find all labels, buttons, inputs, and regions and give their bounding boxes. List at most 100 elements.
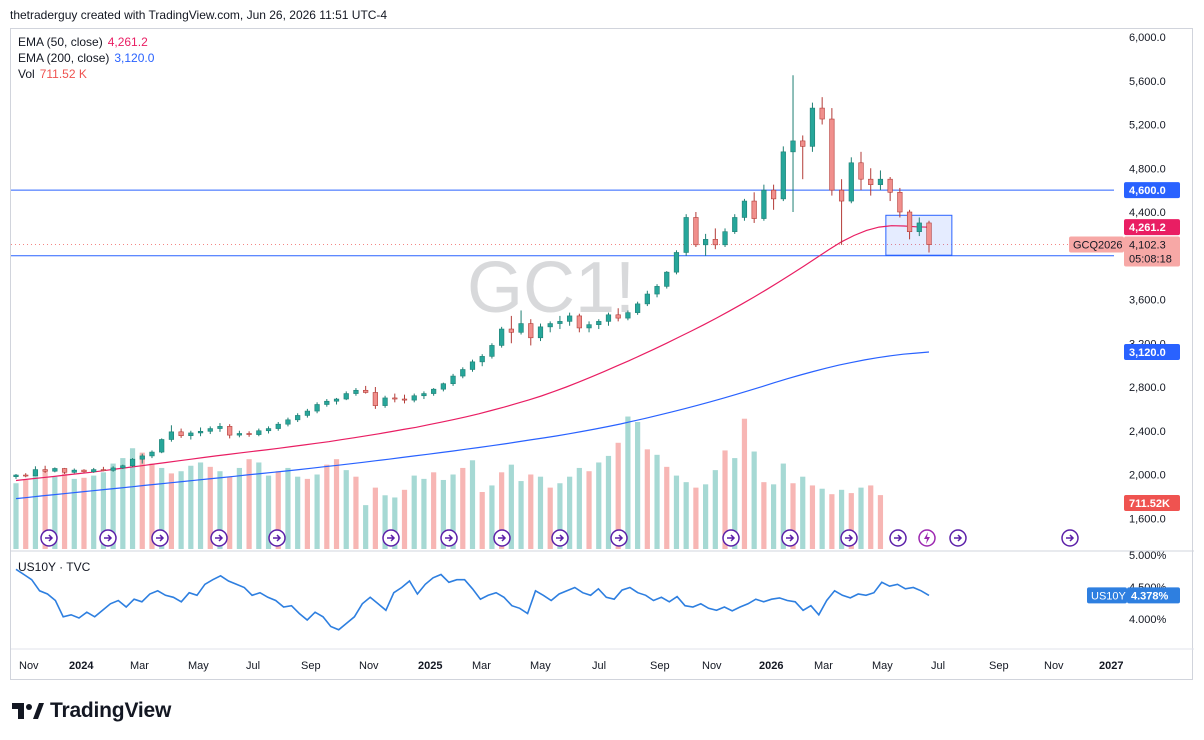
time-tick-label: 2024 xyxy=(69,660,94,672)
candle-body xyxy=(101,470,106,471)
time-tick-label: Nov xyxy=(19,660,39,672)
candle-body xyxy=(907,212,912,232)
chart-canvas[interactable]: GC1!6,000.05,600.05,200.04,800.04,400.04… xyxy=(11,29,1194,681)
candle-body xyxy=(72,470,77,472)
legend-ema50-name: EMA (50, close) xyxy=(18,35,103,49)
candle-body xyxy=(655,286,660,294)
time-tick-label: 2026 xyxy=(759,660,783,672)
candle-body xyxy=(791,141,796,152)
volume-bar xyxy=(586,471,591,549)
candle-body xyxy=(538,327,543,338)
legend-ema50[interactable]: EMA (50, close) 4,261.2 xyxy=(18,35,148,49)
candle-body xyxy=(431,389,436,393)
volume-bar xyxy=(324,465,329,549)
tradingview-brand: TradingView xyxy=(50,699,171,723)
candle-body xyxy=(664,272,669,286)
candle-body xyxy=(43,470,48,472)
legend-volume-name: Vol xyxy=(18,67,35,81)
candle-body xyxy=(460,370,465,377)
candle-body xyxy=(218,426,223,428)
candle-body xyxy=(917,223,922,232)
volume-bar xyxy=(606,456,611,549)
volume-bar xyxy=(868,485,873,549)
candle-body xyxy=(509,329,514,332)
candle-body xyxy=(53,468,58,471)
price-tick-label: 4,400.0 xyxy=(1129,207,1166,219)
candle-body xyxy=(898,192,903,212)
volume-bar xyxy=(188,466,193,549)
volume-bar xyxy=(858,488,863,549)
legend-ema200[interactable]: EMA (200, close) 3,120.0 xyxy=(18,51,154,65)
candle-body xyxy=(830,119,835,190)
candle-body xyxy=(810,108,815,146)
volume-bar xyxy=(373,488,378,549)
volume-bar xyxy=(198,462,203,549)
volume-bar xyxy=(664,467,669,549)
candle-body xyxy=(111,468,116,470)
volume-bar xyxy=(742,419,747,549)
time-tick-label: Sep xyxy=(301,660,321,672)
volume-bar xyxy=(91,476,96,549)
volume-bar xyxy=(295,477,300,549)
candle-body xyxy=(694,217,699,244)
volume-bar xyxy=(538,477,543,549)
volume-bar xyxy=(421,479,426,549)
price-tick-label: 1,600.0 xyxy=(1129,513,1166,525)
time-tick-label: 2027 xyxy=(1099,660,1123,672)
candle-body xyxy=(91,470,96,472)
time-tick-label: May xyxy=(872,660,893,672)
price-tick-label: 6,000.0 xyxy=(1129,32,1166,44)
volume-bar xyxy=(674,476,679,549)
volume-bar xyxy=(120,458,125,549)
candle-body xyxy=(470,362,475,370)
candle-body xyxy=(548,324,553,327)
candle-body xyxy=(868,179,873,184)
volume-bar xyxy=(62,473,67,549)
chart-frame[interactable]: GC1!6,000.05,600.05,200.04,800.04,400.04… xyxy=(10,28,1193,680)
time-tick-label: Mar xyxy=(130,660,149,672)
price-tick-label: 2,400.0 xyxy=(1129,426,1166,438)
candle-body xyxy=(325,401,330,404)
candle-body xyxy=(480,356,485,361)
candle-body xyxy=(334,399,339,401)
volume-bar xyxy=(752,452,757,549)
volume-bar xyxy=(179,471,184,549)
candle-body xyxy=(839,190,844,201)
candle-body xyxy=(247,433,252,434)
volume-bar xyxy=(33,475,38,550)
tradingview-logo-icon xyxy=(12,702,44,720)
candle-body xyxy=(635,304,640,313)
volume-bar xyxy=(237,468,242,549)
candle-body xyxy=(315,405,320,412)
candle-body xyxy=(800,141,805,146)
candle-body xyxy=(344,394,349,399)
candle-body xyxy=(150,452,155,456)
time-tick-label: Nov xyxy=(1044,660,1064,672)
volume-bar xyxy=(460,468,465,549)
candle-body xyxy=(703,239,708,244)
candle-body xyxy=(82,470,87,472)
osc-name: US10Y xyxy=(1091,590,1127,602)
volume-bar xyxy=(140,453,145,549)
candle-body xyxy=(713,239,718,244)
tradingview-logo[interactable]: TradingView xyxy=(12,698,171,724)
candle-body xyxy=(305,411,310,415)
candle-body xyxy=(859,163,864,179)
oscillator-title[interactable]: US10Y · TVC xyxy=(18,560,90,574)
time-tick-label: May xyxy=(530,660,551,672)
candle-body xyxy=(742,201,747,217)
candle-body xyxy=(198,431,203,433)
candle-body xyxy=(684,217,689,252)
time-tick-label: Mar xyxy=(814,660,833,672)
osc-tick-label: 4.000% xyxy=(1129,614,1167,626)
candle-body xyxy=(208,429,213,432)
volume-bar xyxy=(713,470,718,549)
legend-volume[interactable]: Vol 711.52 K xyxy=(18,67,87,81)
volume-bar xyxy=(577,468,582,549)
volume-bar xyxy=(227,477,232,549)
candle-body xyxy=(140,456,145,459)
volume-bar xyxy=(635,422,640,549)
time-tick-label: Jul xyxy=(246,660,260,672)
price-tick-label: 5,200.0 xyxy=(1129,120,1166,132)
time-tick-label: 2025 xyxy=(418,660,442,672)
